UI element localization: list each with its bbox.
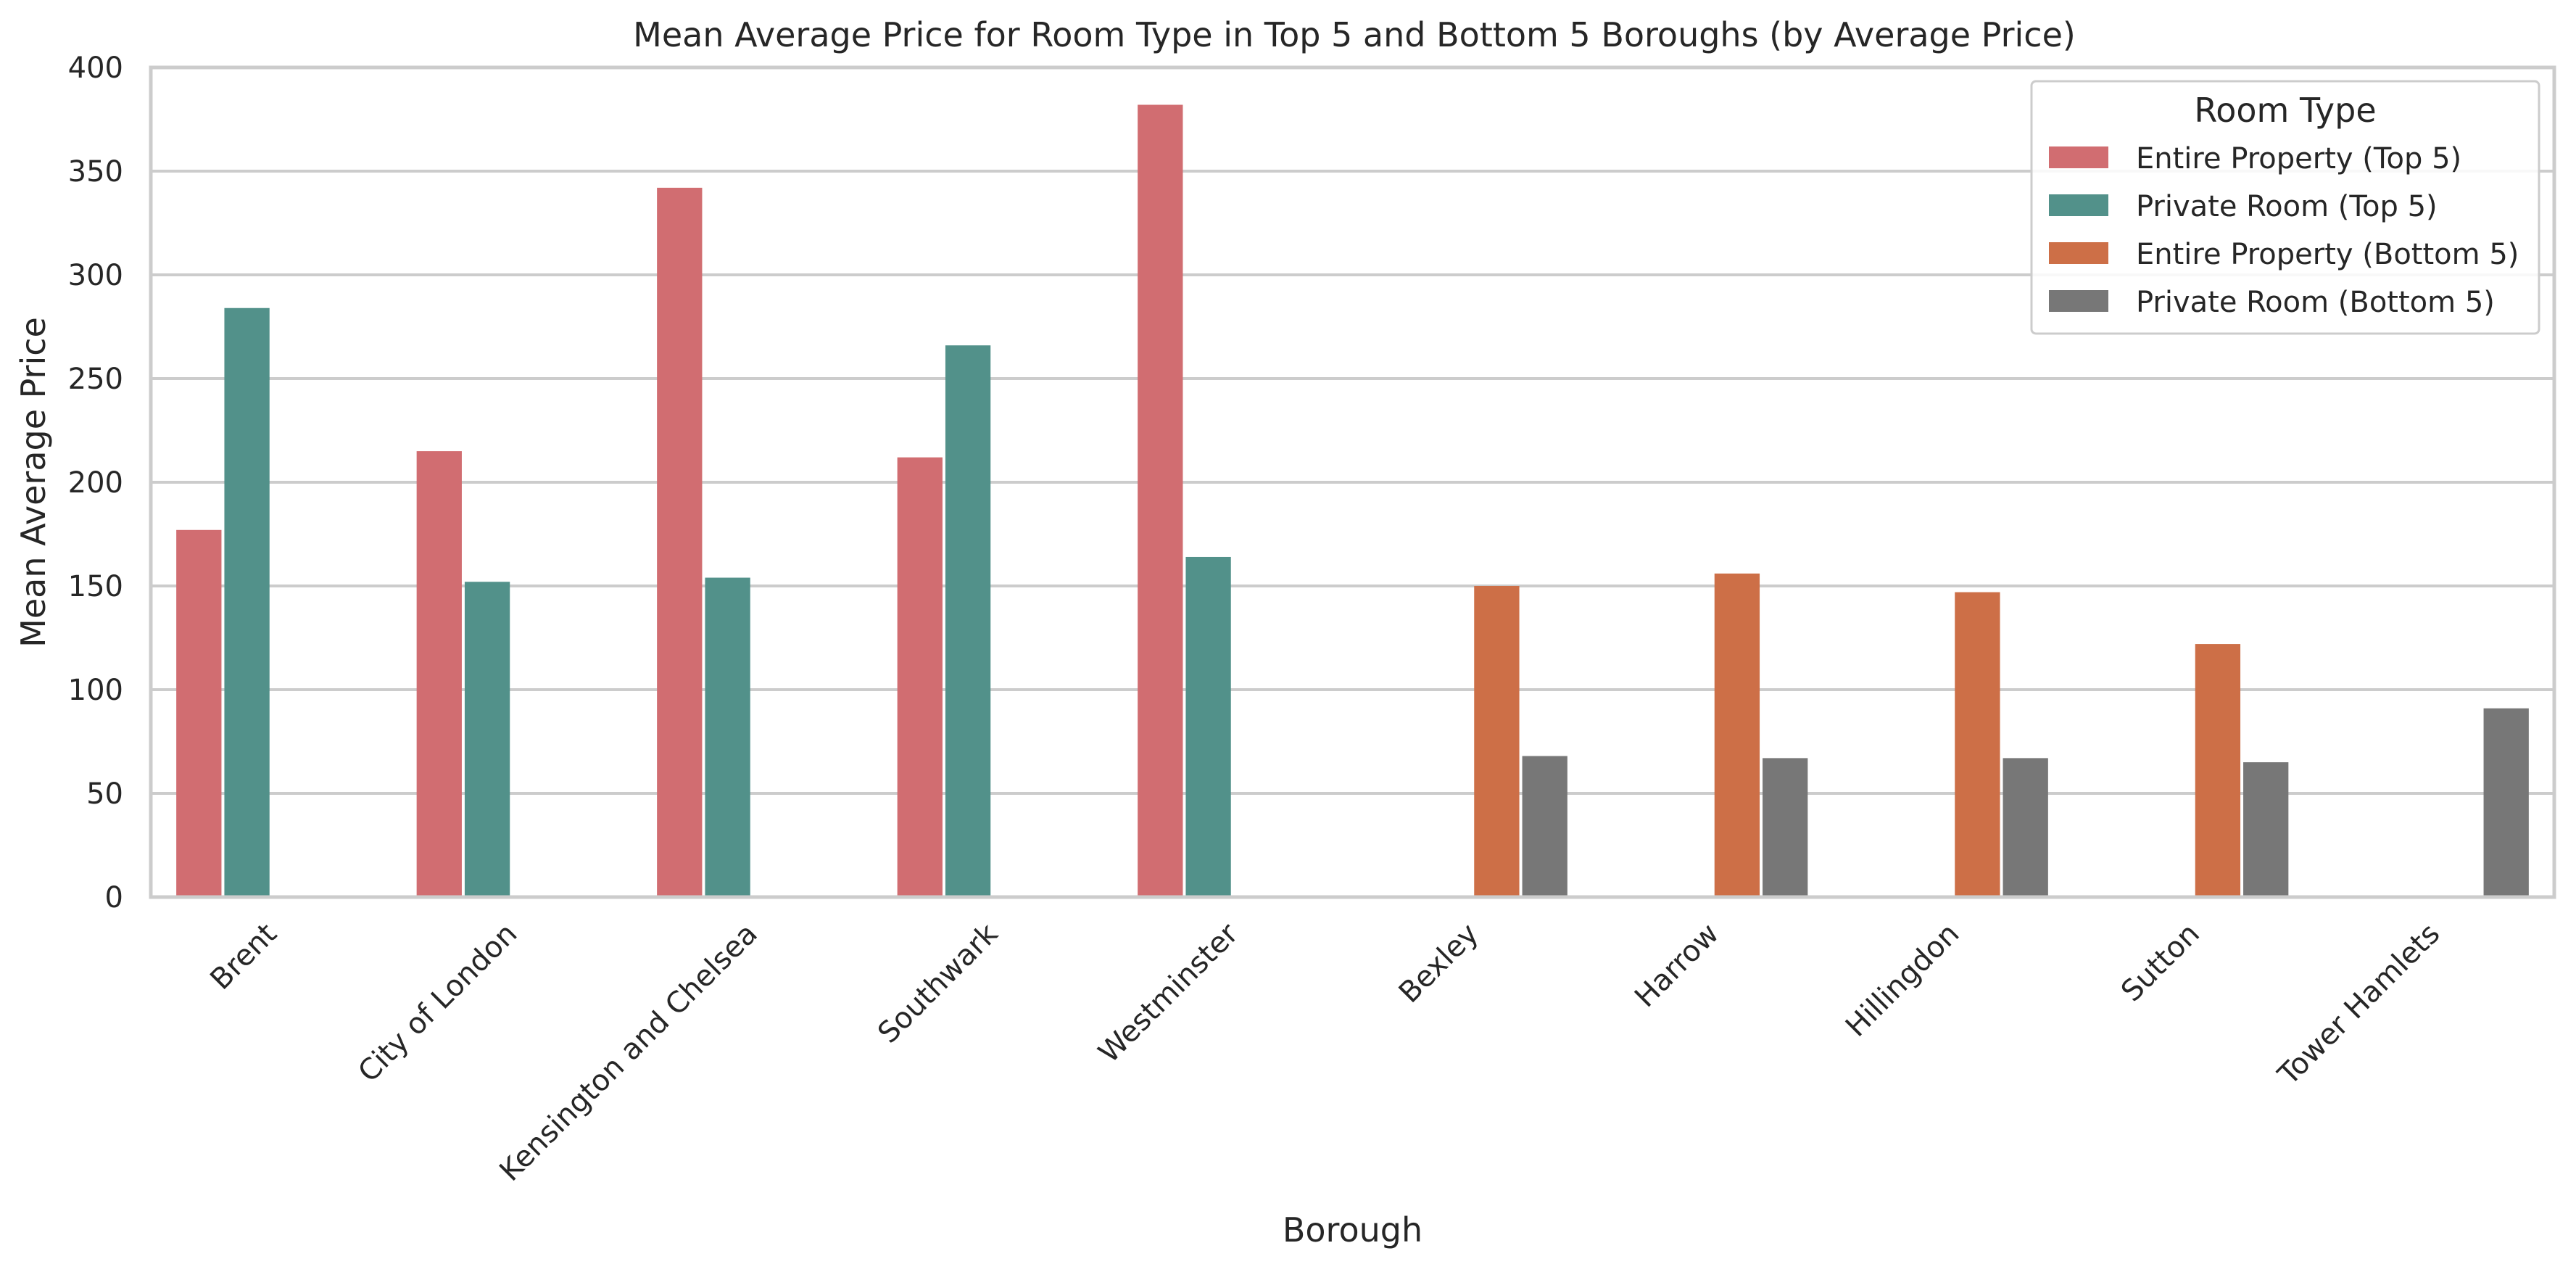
legend: Room Type Entire Property (Top 5) Private… <box>2030 80 2540 335</box>
y-axis-label: Mean Average Price <box>14 317 53 648</box>
legend-label: Entire Property (Top 5) <box>2136 142 2461 175</box>
y-tick-label: 350 <box>68 155 123 189</box>
bar <box>416 451 462 897</box>
bar <box>2483 708 2529 897</box>
legend-items: Entire Property (Top 5) Private Room (Top… <box>2049 142 2519 319</box>
bar <box>2243 762 2289 897</box>
bar <box>657 187 703 897</box>
legend-swatch <box>2049 194 2108 216</box>
legend-swatch <box>2049 242 2108 264</box>
bar <box>2195 644 2241 897</box>
legend-label: Private Room (Bottom 5) <box>2136 286 2495 319</box>
x-axis-label: Borough <box>1283 1210 1422 1250</box>
bar <box>464 582 510 897</box>
bars <box>176 104 2529 898</box>
y-tick-labels: 0 50 100 150 200 250 300 350 400 <box>68 51 123 914</box>
legend-swatch <box>2049 290 2108 312</box>
bar <box>945 345 991 897</box>
y-tick-label: 100 <box>68 674 123 707</box>
legend-label: Entire Property (Bottom 5) <box>2136 238 2519 271</box>
y-tick-label: 300 <box>68 259 123 292</box>
legend-box <box>2030 80 2540 335</box>
y-tick-label: 400 <box>68 51 123 85</box>
legend-label: Private Room (Top 5) <box>2136 190 2438 223</box>
chart-title: Mean Average Price for Room Type in Top … <box>633 15 2076 54</box>
y-tick-label: 250 <box>68 363 123 396</box>
y-tick-label: 0 <box>105 881 123 914</box>
bar <box>1955 592 2000 897</box>
bar <box>1474 586 1520 897</box>
plot-frame <box>149 65 2556 899</box>
y-tick-label: 150 <box>68 570 123 603</box>
bar <box>224 307 270 897</box>
bar <box>2003 758 2048 897</box>
bar <box>1763 758 1808 897</box>
legend-title: Room Type <box>2194 91 2376 130</box>
bar <box>897 457 943 897</box>
y-tick-label: 200 <box>68 466 123 500</box>
bar <box>705 577 750 897</box>
legend-swatch <box>2049 146 2108 168</box>
bar <box>176 529 222 897</box>
bar <box>1522 756 1567 897</box>
bar <box>1138 104 1183 898</box>
bar <box>1714 573 1760 897</box>
bar <box>1185 556 1231 897</box>
y-tick-label: 50 <box>86 777 123 811</box>
